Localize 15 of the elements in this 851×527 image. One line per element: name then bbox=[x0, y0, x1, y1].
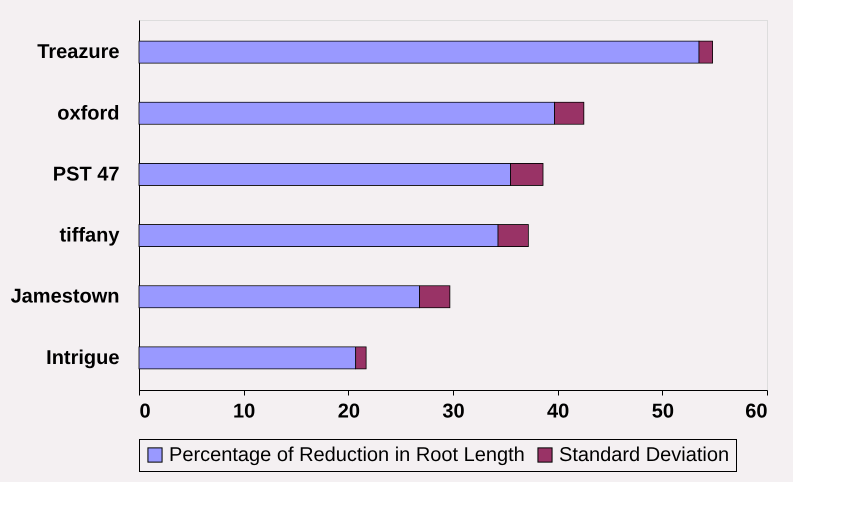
x-tick-label: 20 bbox=[338, 400, 360, 422]
legend-label: Standard Deviation bbox=[559, 444, 730, 466]
legend-label: Percentage of Reduction in Root Length bbox=[169, 444, 525, 466]
y-tick-label: PST 47 bbox=[52, 163, 120, 186]
x-tick-label: 60 bbox=[745, 400, 768, 422]
y-tick-label: Treazure bbox=[37, 41, 120, 64]
y-tick-label: tiffany bbox=[60, 224, 120, 247]
y-tick-label: oxford bbox=[57, 102, 120, 124]
y-tick-label: Intrigue bbox=[46, 346, 120, 369]
x-tick-label: 40 bbox=[547, 400, 570, 422]
x-tick-label: 30 bbox=[442, 400, 465, 422]
x-tick-label: 50 bbox=[652, 400, 674, 422]
x-tick-label: 0 bbox=[140, 400, 151, 422]
y-tick-label: Jamestown bbox=[10, 286, 120, 308]
x-tick-label: 10 bbox=[233, 400, 256, 422]
